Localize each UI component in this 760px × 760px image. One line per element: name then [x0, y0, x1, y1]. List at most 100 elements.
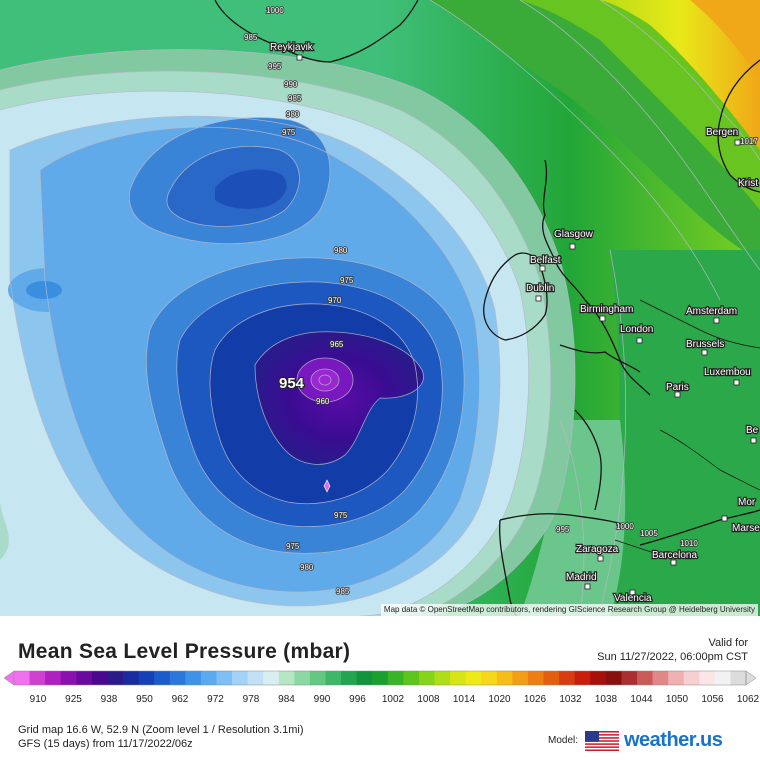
colorbar-swatch — [341, 671, 358, 685]
colorbar-swatch — [232, 671, 249, 685]
isobar-label: 1000 — [616, 522, 634, 531]
ne-yellow-zone — [600, 0, 760, 150]
colorbar-tick-label: 1002 — [382, 694, 405, 705]
run-info: GFS (15 days) from 11/17/2022/06z — [18, 738, 193, 750]
isobar-lines — [0, 0, 760, 616]
colorbar-swatch — [154, 671, 171, 685]
colorbar-tick-label: 925 — [65, 694, 82, 705]
isobar-label: 980 — [334, 246, 348, 255]
iberia-green-zone — [520, 420, 626, 616]
city-label-birmingham: Birmingham — [580, 304, 633, 315]
colorbar-swatch — [590, 671, 607, 685]
isobar-label: 975 — [340, 276, 354, 285]
city-label-mor: Mor — [738, 497, 756, 508]
colorbar-swatch — [496, 671, 513, 685]
colorbar-swatch — [714, 671, 731, 685]
city-label-krist: Krist — [738, 178, 758, 189]
colorbar-swatch — [356, 671, 373, 685]
colorbar-swatch — [481, 671, 498, 685]
colorbar-tick-label: 1008 — [417, 694, 440, 705]
colorbar-swatch — [60, 671, 77, 685]
colorbar-swatch — [605, 671, 622, 685]
colorbar-swatch — [325, 671, 342, 685]
colorbar-tick-label: 1020 — [488, 694, 511, 705]
valid-time-block: Valid for Sun 11/27/2022, 06:00pm CST — [597, 636, 748, 664]
colorbar-swatch — [107, 671, 124, 685]
colorbar-border — [13, 670, 747, 686]
legend-title: Mean Sea Level Pressure (mbar) — [18, 640, 351, 663]
isobar-label: 975 — [282, 128, 296, 137]
colorbar-swatch — [574, 671, 591, 685]
pressure-min-marker — [323, 479, 331, 493]
colorbar-right-arrow — [745, 670, 757, 686]
colorbar-tick-label: 978 — [243, 694, 260, 705]
city-label-brussels: Brussels — [686, 339, 724, 350]
weather-us-logo[interactable]: weather.us — [624, 729, 723, 751]
city-label-be: Be — [746, 425, 759, 436]
city-label-madrid: Madrid — [566, 572, 597, 583]
pressure-map[interactable]: 1000 995 990 985 980 975 980 975 970 965… — [0, 0, 760, 616]
colorbar-swatch — [185, 671, 202, 685]
city-label-paris: Paris — [666, 382, 689, 393]
colorbar-swatch — [387, 671, 404, 685]
valid-for-label: Valid for — [708, 637, 748, 649]
city-label-london: London — [620, 324, 653, 335]
colorbar-tick-label: 962 — [172, 694, 189, 705]
grid-info: Grid map 16.6 W, 52.9 N (Zoom level 1 / … — [18, 724, 304, 736]
colorbar-swatch — [372, 671, 389, 685]
colorbar-tick-label: 984 — [278, 694, 295, 705]
city-label-reykjavik: Reykjavik — [270, 42, 314, 53]
isobar-label: 965 — [330, 340, 344, 349]
colorbar-tick-label: 1032 — [559, 694, 582, 705]
colorbar-swatch — [668, 671, 685, 685]
pressure-colorbar: 910 925 938 950 962 972 978 984 990 996 1002 1008 10… — [0, 668, 760, 708]
colorbar-swatch — [45, 671, 62, 685]
isobar-label: 960 — [316, 397, 330, 406]
north-lobe-inner — [215, 169, 287, 209]
colorbar-swatch — [200, 671, 217, 685]
city-markers — [296, 54, 757, 596]
colorbar-swatch — [91, 671, 108, 685]
colorbar-swatch — [76, 671, 93, 685]
isobar-label: 990 — [284, 80, 298, 89]
colorbar-tick-label: 950 — [136, 694, 153, 705]
isobar-label: 995 — [556, 525, 570, 534]
colorbar-tick-label: 910 — [30, 694, 47, 705]
isobar-label: 975 — [334, 511, 348, 520]
colorbar-swatch — [652, 671, 669, 685]
us-flag-icon — [585, 731, 619, 751]
colorbar-tick-label: 1062 — [737, 694, 760, 705]
grid-info-block: Grid map 16.6 W, 52.9 N (Zoom level 1 / … — [18, 723, 304, 751]
colorbar-swatch — [138, 671, 155, 685]
colorbar-tick-label: 1050 — [666, 694, 689, 705]
map-attribution[interactable]: Map data © OpenStreetMap contributors, r… — [380, 604, 758, 616]
colorbar-tick-label: 1014 — [453, 694, 476, 705]
west-low-inner — [26, 281, 62, 299]
colorbar-tick-label: 1056 — [701, 694, 724, 705]
isobar-label: 1017 — [740, 137, 758, 146]
city-label-bergen: Bergen — [706, 127, 738, 138]
city-label-belfast: Belfast — [530, 255, 561, 266]
isobar-label: 1000 — [266, 6, 284, 15]
city-label-marse: Marse — [732, 523, 760, 534]
colorbar-tick-label: 1038 — [595, 694, 618, 705]
isobar-label: 985 — [336, 587, 350, 596]
ne-orange-zone — [690, 0, 760, 80]
colorbar-swatch — [543, 671, 560, 685]
colorbar-swatch — [29, 671, 46, 685]
colorbar-swatch — [216, 671, 233, 685]
pressure-map-canvas: 1000 995 990 985 980 975 980 975 970 965… — [0, 0, 760, 616]
colorbar-tick-label: 972 — [207, 694, 224, 705]
colorbar-canvas: 910 925 938 950 962 972 978 984 990 996 1002 1008 10… — [3, 670, 760, 705]
city-label-zaragoza: Zaragoza — [576, 544, 619, 555]
colorbar-swatch — [123, 671, 140, 685]
colorbar-swatch — [14, 671, 31, 685]
isobar-label: 1010 — [680, 539, 698, 548]
city-label-barcelona: Barcelona — [652, 550, 697, 561]
isobar-label: 995 — [268, 62, 282, 71]
valid-time: Sun 11/27/2022, 06:00pm CST — [597, 651, 748, 663]
colorbar-tick-label: 1026 — [524, 694, 547, 705]
colorbar-swatch — [699, 671, 716, 685]
isobar-label: 975 — [286, 542, 300, 551]
colorbar-swatch — [418, 671, 436, 685]
